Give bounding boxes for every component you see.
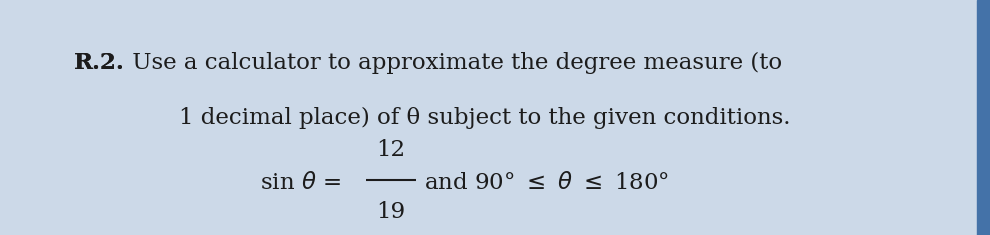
Text: and 90° $\leq$ $\theta$ $\leq$ 180°: and 90° $\leq$ $\theta$ $\leq$ 180°: [424, 172, 668, 194]
Text: sin $\theta$ =: sin $\theta$ =: [260, 172, 342, 194]
Text: 19: 19: [376, 200, 406, 223]
Text: 1 decimal place) of θ subject to the given conditions.: 1 decimal place) of θ subject to the giv…: [179, 106, 791, 129]
Text: R.2.: R.2.: [74, 52, 125, 74]
Text: R.2.: R.2.: [74, 52, 125, 74]
Bar: [977, 0, 990, 235]
Text: 12: 12: [376, 139, 406, 161]
Text: Use a calculator to approximate the degree measure (to: Use a calculator to approximate the degr…: [125, 52, 782, 74]
